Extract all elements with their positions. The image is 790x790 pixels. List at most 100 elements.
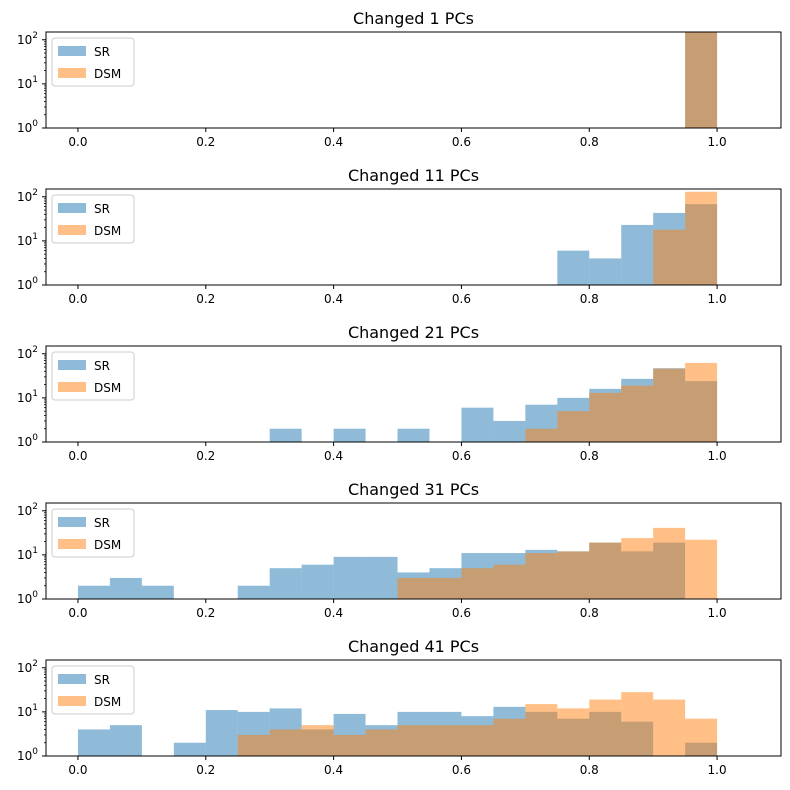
x-tick-label: 0.0 [68, 292, 87, 306]
y-tick-base: 10 [17, 435, 32, 449]
y-tick-label: 101 [17, 703, 38, 719]
y-tick-label: 101 [17, 232, 38, 248]
legend-box [51, 351, 135, 401]
legend-swatch-sr [58, 517, 86, 527]
bar-dsm [493, 718, 526, 756]
y-tick-base: 10 [17, 661, 32, 675]
bar-dsm [525, 428, 558, 442]
y-tick-exponent: 2 [32, 502, 38, 512]
y-tick-label: 100 [17, 747, 38, 763]
bar-dsm [621, 385, 654, 442]
legend: SR DSM [51, 665, 135, 715]
x-tick-label: 0.8 [580, 763, 599, 777]
y-tick-label: 102 [17, 31, 38, 47]
legend-label-dsm: DSM [94, 67, 121, 81]
legend-swatch-sr [58, 360, 86, 370]
bar-dsm [461, 725, 494, 756]
legend: SR DSM [51, 508, 135, 558]
bar-dsm [269, 729, 302, 756]
bar-sr [621, 224, 654, 285]
bars [77, 692, 718, 756]
legend-label-dsm: DSM [94, 538, 121, 552]
axes-frame [45, 502, 782, 600]
y-tick-exponent: 2 [32, 188, 38, 198]
x-tick-label: 0.6 [452, 292, 471, 306]
legend-label-dsm: DSM [94, 381, 121, 395]
legend-swatch-dsm [58, 68, 86, 78]
y-tick-label: 102 [17, 188, 38, 204]
x-tick-label: 1.0 [708, 763, 727, 777]
legend-label-sr: SR [94, 202, 110, 216]
y-tick-label: 100 [17, 276, 38, 292]
legend-label-sr: SR [94, 673, 110, 687]
legend-label-sr: SR [94, 516, 110, 530]
bars [557, 191, 718, 285]
bar-sr [269, 568, 302, 599]
y-tick-base: 10 [17, 749, 32, 763]
legend-label-sr: SR [94, 359, 110, 373]
bar-sr [77, 585, 110, 599]
x-tick-label: 0.8 [580, 606, 599, 620]
x-tick-label: 0.6 [452, 135, 471, 149]
legend-label-sr: SR [94, 45, 110, 59]
y-tick-exponent: 0 [32, 747, 38, 757]
bar-dsm [685, 32, 718, 128]
bar-sr [269, 428, 302, 442]
y-tick-exponent: 2 [32, 31, 38, 41]
bar-dsm [685, 362, 718, 442]
y-tick-base: 10 [17, 504, 32, 518]
bar-dsm [621, 538, 654, 599]
bar-dsm [685, 539, 718, 599]
x-tick-label: 0.8 [580, 292, 599, 306]
y-tick-exponent: 1 [32, 389, 38, 399]
x-tick-label: 0.4 [324, 763, 343, 777]
bar-dsm [525, 704, 558, 756]
x-tick-label: 0.4 [324, 606, 343, 620]
axes-frame [45, 345, 782, 443]
y-tick-exponent: 0 [32, 119, 38, 129]
legend: SR DSM [51, 194, 135, 244]
y-tick-label: 100 [17, 590, 38, 606]
bar-sr [397, 428, 430, 442]
x-tick-label: 0.2 [196, 292, 215, 306]
x-tick-label: 0.8 [580, 449, 599, 463]
bar-dsm [429, 577, 462, 599]
x-tick-label: 0.4 [324, 292, 343, 306]
bar-dsm [653, 527, 686, 599]
y-tick-base: 10 [17, 391, 32, 405]
bar-dsm [557, 708, 590, 756]
bar-dsm [653, 229, 686, 285]
bar-dsm [557, 551, 590, 599]
x-tick-label: 1.0 [708, 292, 727, 306]
bar-sr [205, 710, 238, 756]
x-tick-label: 0.0 [68, 606, 87, 620]
bar-sr [493, 420, 526, 442]
x-tick-label: 1.0 [708, 135, 727, 149]
bar-sr [141, 585, 174, 599]
bar-dsm [589, 392, 622, 442]
legend-box [51, 665, 135, 715]
x-tick-label: 0.6 [452, 606, 471, 620]
bar-dsm [653, 699, 686, 756]
bar-dsm [685, 718, 718, 756]
series-dsm [397, 527, 718, 599]
y-tick-base: 10 [17, 548, 32, 562]
bar-dsm [301, 725, 334, 756]
y-tick-exponent: 2 [32, 345, 38, 355]
y-tick-base: 10 [17, 190, 32, 204]
x-tick-label: 0.6 [452, 763, 471, 777]
bar-dsm [397, 725, 430, 756]
legend-swatch-dsm [58, 696, 86, 706]
bar-sr [365, 556, 398, 599]
y-tick-base: 10 [17, 77, 32, 91]
legend-swatch-dsm [58, 382, 86, 392]
series-dsm [525, 362, 718, 442]
bars [269, 362, 718, 442]
y-tick-base: 10 [17, 33, 32, 47]
bar-sr [301, 564, 334, 599]
bar-dsm [429, 725, 462, 756]
legend-swatch-sr [58, 674, 86, 684]
legend-box [51, 508, 135, 558]
